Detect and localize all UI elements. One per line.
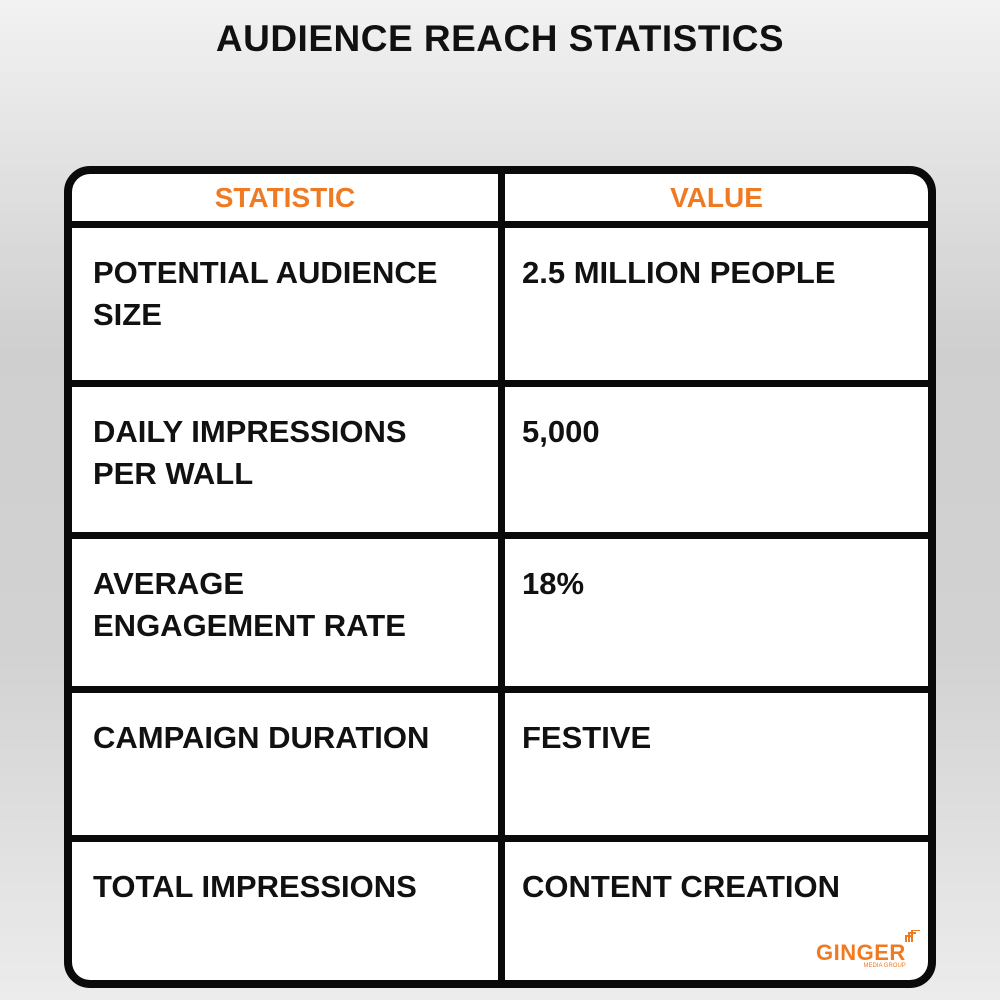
table-cell: FESTIVE: [505, 693, 928, 835]
table-cell: AVERAGE ENGAGEMENT RATE: [72, 539, 498, 686]
table-cell: CONTENT CREATION: [505, 842, 928, 980]
table-cell: DAILY IMPRESSIONS PER WALL: [72, 387, 498, 532]
logo: GINGER MEDIA GROUP: [816, 930, 920, 969]
statistic-value: 2.5 MILLION PEOPLE: [522, 255, 836, 290]
table-cell: CAMPAIGN DURATION: [72, 693, 498, 835]
column-header: STATISTIC: [72, 174, 498, 221]
table-cell: 5,000: [505, 387, 928, 532]
statistic-value: FESTIVE: [522, 720, 652, 755]
statistic-label: AVERAGE ENGAGEMENT RATE: [93, 566, 406, 643]
logo-name: GINGER: [816, 940, 906, 965]
statistic-label: TOTAL IMPRESSIONS: [93, 869, 417, 904]
statistic-value: CONTENT CREATION: [522, 869, 841, 904]
title: AUDIENCE REACH STATISTICS: [215, 18, 785, 59]
statistic-label: DAILY IMPRESSIONS PER WALL: [93, 414, 407, 491]
table-cell: 2.5 MILLION PEOPLE: [505, 228, 928, 380]
column-header: VALUE: [505, 174, 928, 221]
table-cell: 18%: [505, 539, 928, 686]
statistic-label: POTENTIAL AUDIENCE SIZE: [93, 255, 438, 332]
statistic-label: CAMPAIGN DURATION: [93, 720, 430, 755]
table-cell: TOTAL IMPRESSIONS: [72, 842, 498, 980]
statistic-value: 18%: [522, 566, 585, 601]
logo-icon: [905, 930, 920, 942]
logo-tagline: MEDIA GROUP: [863, 963, 906, 969]
table: STATISTIC VALUE POTENTIAL AUDIENCE SIZE 2.5…: [64, 166, 936, 988]
statistic-value: 5,000: [522, 414, 600, 449]
table-cell: POTENTIAL AUDIENCE SIZE: [72, 228, 498, 380]
